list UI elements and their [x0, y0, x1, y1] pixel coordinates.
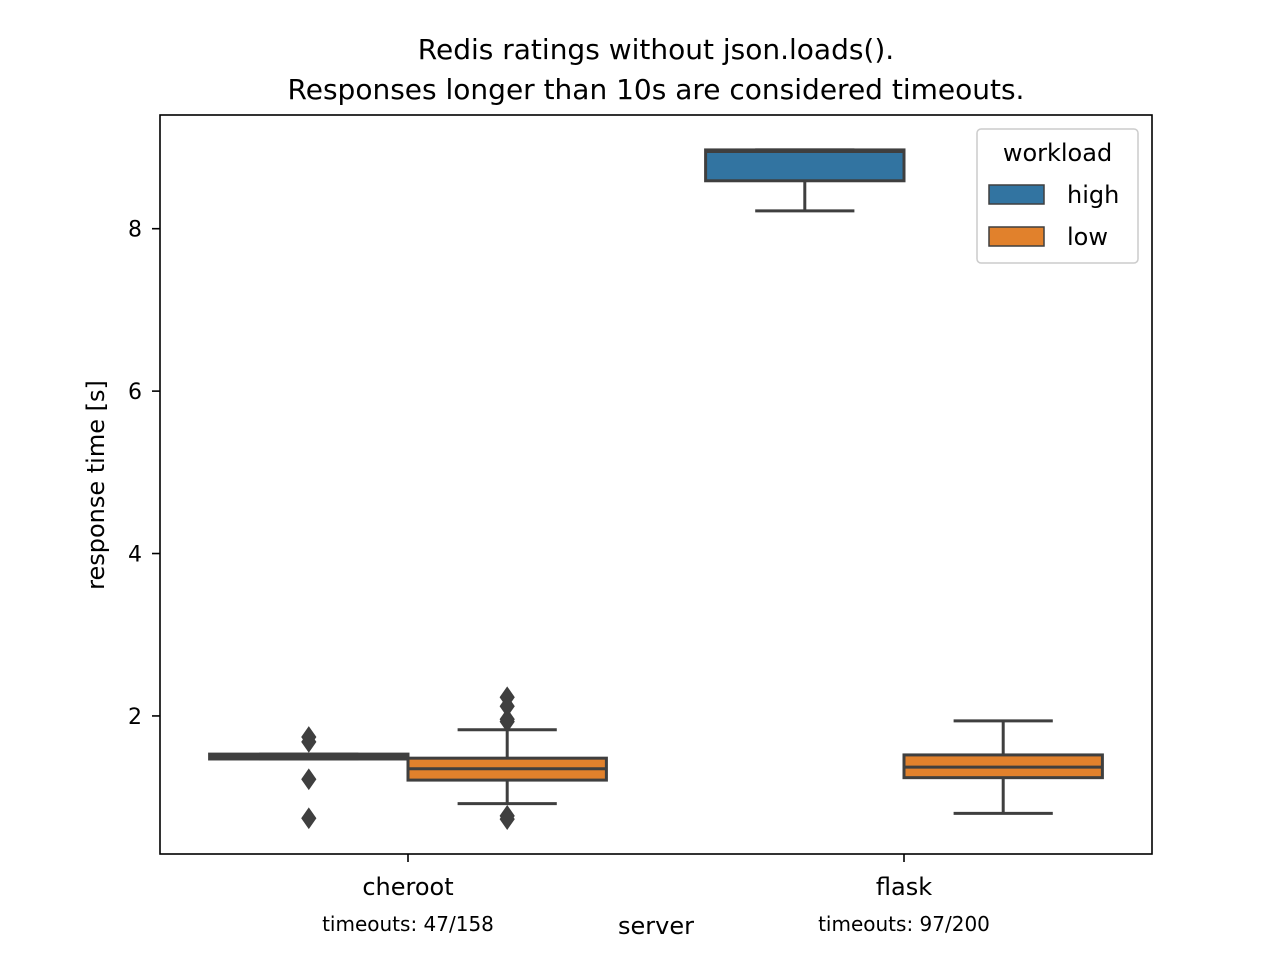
- y-tick-label: 6: [128, 380, 142, 405]
- outlier-point: [301, 768, 317, 791]
- x-tick-label-cheroot: cheroot: [362, 873, 453, 901]
- y-tick-label: 2: [128, 705, 142, 730]
- y-tick-label: 8: [128, 218, 142, 243]
- legend-swatch-high: [988, 184, 1045, 205]
- legend-swatch-low: [988, 226, 1045, 247]
- box-low-flask: [902, 719, 1104, 815]
- chart-title: Redis ratings without json.loads(). Resp…: [288, 33, 1025, 106]
- chart-title-line-1: Redis ratings without json.loads().: [418, 33, 894, 66]
- legend: workload high low: [976, 128, 1139, 264]
- legend-entry-low: low: [988, 223, 1108, 251]
- outlier-point: [301, 731, 317, 753]
- x-axis-label: server: [618, 912, 694, 940]
- box-high-cheroot: [208, 726, 410, 830]
- y-tick-label: 4: [128, 543, 142, 568]
- box-body: [704, 148, 906, 183]
- legend-label-high: high: [1067, 181, 1119, 209]
- legend-entry-high: high: [988, 181, 1119, 209]
- plot-area: [208, 148, 1104, 830]
- box-low-cheroot: [406, 686, 608, 830]
- plot-frame: [159, 114, 1153, 855]
- box-high-flask: [704, 148, 906, 213]
- outlier-point: [499, 808, 515, 830]
- y-axis-label: response time [s]: [82, 380, 110, 590]
- chart-title-line-2: Responses longer than 10s are considered…: [288, 73, 1025, 106]
- timeouts-note-flask: timeouts: 97/200: [818, 912, 990, 936]
- x-tick-label-flask: flask: [876, 873, 932, 901]
- legend-label-low: low: [1067, 223, 1108, 251]
- axes: 2 4 6 8 cheroot timeouts: 47/158 flask timeouts…: [128, 114, 1153, 936]
- outlier-point: [301, 807, 317, 830]
- timeouts-note-cheroot: timeouts: 47/158: [322, 912, 494, 936]
- outlier-point: [499, 710, 515, 733]
- legend-title: workload: [1003, 139, 1112, 167]
